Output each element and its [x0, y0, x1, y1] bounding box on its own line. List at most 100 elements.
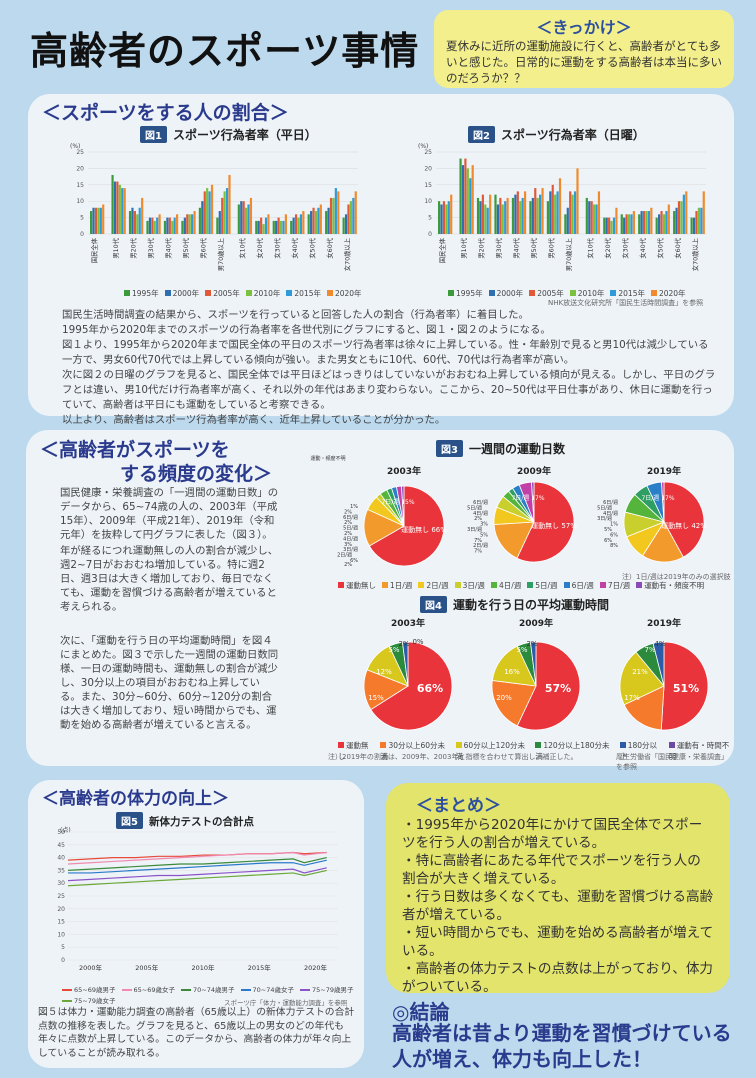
- pie-slice: [402, 641, 409, 687]
- legend-item: 2020年: [326, 288, 362, 299]
- pie-slice: [623, 685, 665, 731]
- bar: [660, 211, 663, 234]
- bar: [665, 211, 668, 234]
- bar: [640, 211, 643, 234]
- bar: [332, 197, 335, 234]
- x-tick-label: 国民全体: [90, 237, 99, 263]
- pie-small-label: 7%: [474, 549, 482, 555]
- bar: [593, 204, 596, 234]
- pie-slice: [660, 641, 709, 731]
- section1-heading: ＜スポーツをする人の割合＞: [42, 102, 289, 124]
- y-tick-label: 0: [428, 231, 432, 238]
- y-tick-label: 10: [76, 198, 84, 205]
- bar: [260, 217, 263, 234]
- legend-item: 7日/週: [599, 580, 630, 591]
- legend-label: 65~69歳男子: [74, 986, 116, 994]
- bar: [302, 211, 305, 234]
- bar: [92, 207, 95, 234]
- x-tick-label: 女60代: [325, 237, 334, 258]
- legend-label: 3日/週: [462, 581, 485, 590]
- bar: [576, 168, 579, 234]
- y-tick-label: 0: [61, 957, 65, 964]
- fig1-title-text: スポーツ行為者率（平日）: [172, 128, 317, 142]
- bar: [447, 201, 450, 234]
- bar: [523, 191, 527, 234]
- bar: [536, 197, 539, 234]
- bar: [438, 201, 441, 234]
- legend-label: 70~74歳女子: [252, 986, 295, 994]
- bar: [573, 191, 577, 234]
- legend-swatch: [454, 582, 461, 588]
- pie-note-label: 運動・頻度不明: [310, 455, 345, 462]
- legend-item: 2日/週: [418, 580, 449, 591]
- legend-item: 30分以上60分未満: [380, 740, 449, 762]
- bar: [183, 217, 186, 234]
- bar: [531, 197, 534, 234]
- bar: [551, 184, 554, 234]
- fig4-legend: 運動無し 30分以上60分未満 60分以上120分未満 120分以上180分未満 180…: [338, 740, 734, 762]
- legend-label: 2015年: [294, 289, 321, 298]
- bar: [569, 191, 572, 234]
- section2-text-2: 次に、「運動を行う日の平均運動時間」を図４にまとめた。図３で示した一週間の運動日…: [60, 634, 280, 732]
- bar: [312, 207, 315, 234]
- bar: [133, 211, 136, 234]
- bar: [136, 214, 139, 234]
- section1-body: 国民生活時間調査の結果から、スポーツを行っていると回答した人の割合（行為者率）に…: [62, 308, 718, 428]
- pie-label: 12%: [376, 668, 392, 676]
- pie-slice: [370, 641, 453, 731]
- bar: [702, 191, 705, 234]
- pie-main-label: 運動無し 66%: [401, 525, 447, 534]
- bar: [541, 188, 544, 234]
- legend-label: 70~74歳男子: [193, 986, 235, 994]
- legend-swatch: [636, 582, 643, 588]
- bar: [186, 214, 189, 234]
- bar: [181, 220, 184, 234]
- bar: [131, 207, 134, 234]
- fig2-title: 図2 スポーツ行為者率（日曜）: [468, 126, 645, 143]
- pie-label: 2%: [398, 640, 409, 648]
- bar: [471, 165, 474, 234]
- pie-small-label: 6%: [610, 532, 618, 538]
- bar: [627, 214, 631, 234]
- fig4-source: 厚生労働省「国民健康・栄養調査」を参照: [616, 753, 728, 771]
- bar: [588, 201, 591, 234]
- bar: [113, 181, 117, 234]
- bar: [554, 194, 557, 234]
- summary-item: ・高齢者の体力テストの点数は上がっており、体力がついている。: [402, 961, 714, 995]
- bar: [267, 214, 270, 234]
- pie-main-label: 運動無し 57%: [531, 521, 577, 530]
- pie-slice: [368, 485, 445, 567]
- bar: [566, 207, 569, 234]
- y-tick-label: 35: [57, 867, 65, 874]
- bar: [501, 204, 504, 234]
- x-tick-label: 女50代: [655, 237, 664, 258]
- pie-year-label: 2009年: [517, 465, 551, 477]
- legend-swatch: [62, 1000, 72, 1002]
- y-tick-label: 40: [57, 855, 65, 862]
- pie-small-label: 2日/週: [337, 552, 352, 559]
- y-tick-label: 20: [424, 165, 432, 172]
- pie-label: 7%: [644, 646, 655, 654]
- bar: [595, 204, 598, 234]
- bar: [201, 201, 204, 234]
- bar: [546, 201, 549, 234]
- legend-swatch: [488, 290, 495, 296]
- legend-swatch: [382, 582, 388, 588]
- legend-label: 1995年: [456, 289, 483, 298]
- legend-swatch: [245, 290, 252, 296]
- pie-small-label: 2%: [344, 531, 352, 537]
- fig5-line-chart: (点) 0 5 10 15 20 25 30 35 40 45 50 2000年 2005年 2010年 20…: [57, 826, 338, 972]
- fig1-legend: 1995年 2000年 2005年 2010年 2015年 2020年: [124, 288, 362, 299]
- bar: [521, 197, 524, 234]
- section2-paragraph: 国民健康・栄養調査の「一週間の運動日数」のデータから、65~74歳の人の、200…: [60, 487, 279, 541]
- x-tick-label: 男30代: [146, 237, 155, 258]
- kikkake-text: 夏休みに近所の運動施設に行くと、高齢者がとても多いと感じた。日常的に運動をする高…: [446, 39, 722, 85]
- bar: [504, 201, 507, 234]
- bar: [325, 211, 328, 234]
- bar: [223, 191, 226, 234]
- bar: [342, 217, 345, 234]
- legend-item: 75~79歳男子: [300, 984, 354, 994]
- bar: [163, 220, 167, 234]
- bar: [461, 165, 465, 234]
- bar: [564, 214, 567, 234]
